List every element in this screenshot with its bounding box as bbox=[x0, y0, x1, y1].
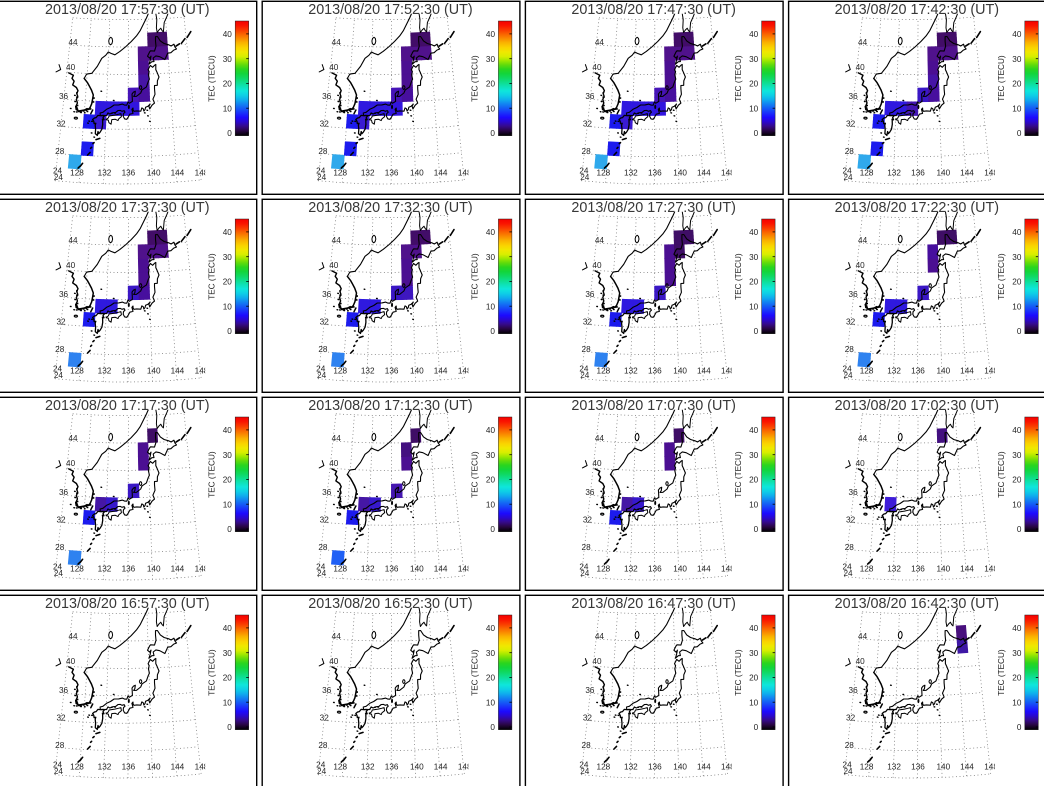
svg-text:2013/08/20 17:32:30 (UT): 2013/08/20 17:32:30 (UT) bbox=[308, 199, 473, 216]
svg-text:2013/08/20 17:17:30 (UT): 2013/08/20 17:17:30 (UT) bbox=[45, 397, 210, 414]
svg-text:2013/08/20 17:57:30 (UT): 2013/08/20 17:57:30 (UT) bbox=[45, 1, 210, 18]
svg-text:2013/08/20 17:47:30 (UT): 2013/08/20 17:47:30 (UT) bbox=[571, 1, 736, 18]
svg-text:2013/08/20 17:52:30 (UT): 2013/08/20 17:52:30 (UT) bbox=[308, 1, 473, 18]
svg-text:2013/08/20 17:37:30 (UT): 2013/08/20 17:37:30 (UT) bbox=[45, 199, 210, 216]
svg-text:2013/08/20 16:52:30 (UT): 2013/08/20 16:52:30 (UT) bbox=[308, 595, 473, 612]
svg-text:2013/08/20 17:42:30 (UT): 2013/08/20 17:42:30 (UT) bbox=[835, 1, 1000, 18]
svg-text:2013/08/20 17:07:30 (UT): 2013/08/20 17:07:30 (UT) bbox=[571, 397, 736, 414]
svg-text:2013/08/20 16:57:30 (UT): 2013/08/20 16:57:30 (UT) bbox=[45, 595, 210, 612]
svg-text:2013/08/20 17:02:30 (UT): 2013/08/20 17:02:30 (UT) bbox=[835, 397, 1000, 414]
svg-text:2013/08/20 16:42:30 (UT): 2013/08/20 16:42:30 (UT) bbox=[835, 595, 1000, 612]
svg-text:2013/08/20 16:47:30 (UT): 2013/08/20 16:47:30 (UT) bbox=[571, 595, 736, 612]
svg-text:2013/08/20 17:22:30 (UT): 2013/08/20 17:22:30 (UT) bbox=[835, 199, 1000, 216]
svg-text:2013/08/20 17:12:30 (UT): 2013/08/20 17:12:30 (UT) bbox=[308, 397, 473, 414]
svg-text:2013/08/20 17:27:30 (UT): 2013/08/20 17:27:30 (UT) bbox=[571, 199, 736, 216]
